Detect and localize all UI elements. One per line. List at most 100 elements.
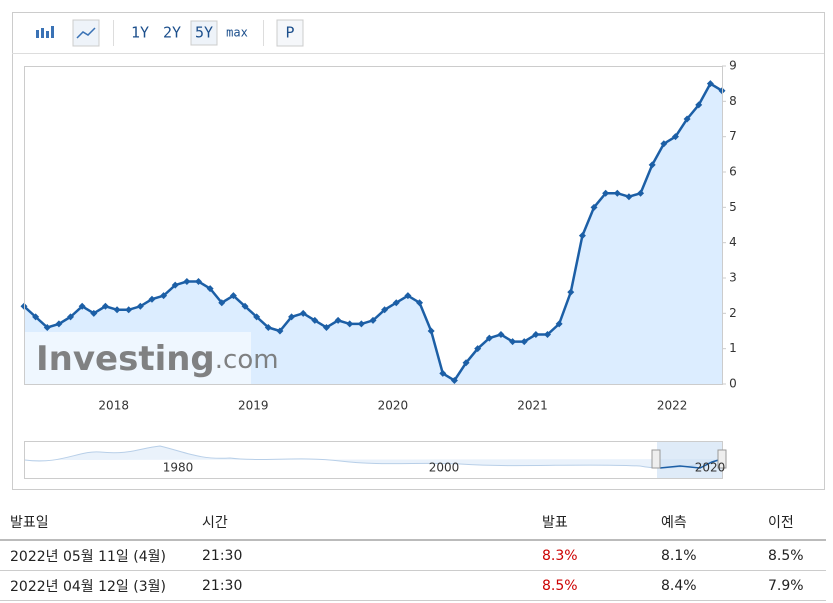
navigator-label: 2000 — [429, 461, 460, 475]
point — [369, 316, 377, 324]
point — [125, 306, 133, 314]
cell: 21:30 — [201, 570, 541, 601]
point — [299, 309, 307, 317]
point — [32, 313, 40, 321]
point — [381, 306, 389, 314]
navigator-handle[interactable] — [717, 449, 727, 469]
cell: 21:30 — [201, 540, 541, 571]
navigator-label: 2020 — [695, 461, 726, 475]
plot: Investing.com 0 1 2 3 4 5 6 7 8 9 2018 2019 2020 2021 2… — [20, 59, 737, 413]
point — [101, 302, 109, 310]
y-tick-label: 9 — [729, 59, 737, 73]
range-button[interactable]: 1Y — [131, 24, 149, 42]
y-tick-label: 3 — [729, 271, 737, 285]
point — [264, 323, 272, 331]
y-tick-label: 5 — [729, 200, 737, 214]
point — [613, 189, 621, 197]
point — [648, 161, 656, 169]
x-tick-label: 2018 — [98, 399, 129, 413]
point — [171, 281, 179, 289]
point — [485, 334, 493, 342]
cell: 8.5% — [767, 540, 826, 571]
point — [346, 320, 354, 328]
point — [113, 306, 121, 314]
point — [671, 133, 679, 141]
cell: 8.1% — [660, 540, 767, 571]
cell: 8.4% — [660, 570, 767, 601]
watermark-suffix: .com — [215, 345, 279, 375]
header-cell: 발표 — [541, 505, 660, 541]
area — [24, 83, 722, 385]
header-cell: 시간 — [201, 505, 541, 541]
cell: 8.3% — [541, 540, 660, 571]
point — [288, 313, 296, 321]
point — [78, 302, 86, 310]
active-range — [190, 20, 218, 46]
point — [509, 338, 517, 346]
x-tick-label: 2020 — [378, 399, 409, 413]
cell: 7.9% — [767, 570, 826, 601]
point — [695, 101, 703, 109]
point — [462, 359, 470, 367]
point — [229, 292, 237, 300]
point — [90, 309, 98, 317]
point — [334, 316, 342, 324]
point — [683, 115, 691, 123]
y-tick-label: 8 — [729, 94, 737, 108]
cell: 2022년 04월 12일 (3월) — [0, 570, 201, 601]
range-button[interactable]: max — [226, 26, 248, 40]
point — [136, 302, 144, 310]
point — [241, 302, 249, 310]
point — [578, 232, 586, 240]
release-row: 2022년 04월 12일 (3월) 21:30 8.5% 8.4% 7.9% — [0, 570, 826, 601]
point — [276, 327, 284, 335]
point — [206, 285, 214, 293]
x-tick-label: 2022 — [657, 399, 688, 413]
chart-panel: 1Y 2Y 5Y max P Investing.com 0 1 2 3 4 5 6 7 8 9 20… — [12, 12, 825, 490]
y-tick-label: 6 — [729, 165, 737, 179]
point — [450, 376, 458, 384]
point — [602, 189, 610, 197]
point — [427, 327, 435, 335]
y-tick-label: 4 — [729, 235, 737, 249]
x-tick-label: 2021 — [517, 399, 548, 413]
point — [311, 316, 319, 324]
y-tick-label: 7 — [729, 129, 737, 143]
point — [55, 320, 63, 328]
navigator-handle[interactable] — [651, 449, 661, 469]
point — [218, 299, 226, 307]
p-button-box — [276, 19, 304, 47]
y-tick-label: 0 — [729, 377, 737, 391]
point — [637, 189, 645, 197]
point — [439, 369, 447, 377]
point — [555, 320, 563, 328]
header-cell: 이전 — [767, 505, 826, 541]
header-cell: 발표일 — [0, 505, 201, 541]
navigator-label: 1980 — [163, 461, 194, 475]
navigator-selection[interactable] — [657, 442, 722, 478]
navigator-series — [24, 445, 723, 469]
point — [148, 295, 156, 303]
point — [532, 331, 540, 339]
point — [520, 338, 528, 346]
watermark-brand: Investing — [36, 339, 215, 379]
point — [43, 323, 51, 331]
line-icon-glyph — [76, 27, 96, 39]
point — [253, 313, 261, 321]
point — [160, 292, 168, 300]
point — [67, 313, 75, 321]
release-table: 발표일 시간 발표 예측 이전 2022년 05월 11일 (4월) 21:30 8… — [0, 505, 826, 601]
cell: 2022년 05월 11일 (4월) — [0, 540, 201, 571]
point — [357, 320, 365, 328]
range-button[interactable]: 2Y — [163, 24, 181, 42]
header-cell: 예측 — [660, 505, 767, 541]
range-button[interactable]: 5Y — [195, 24, 213, 42]
bar-icon[interactable] — [36, 26, 54, 38]
point — [497, 331, 505, 339]
point — [416, 299, 424, 307]
point — [183, 278, 191, 286]
p-button[interactable]: P — [285, 24, 294, 42]
point — [404, 292, 412, 300]
watermark: Investing.com — [36, 339, 279, 379]
